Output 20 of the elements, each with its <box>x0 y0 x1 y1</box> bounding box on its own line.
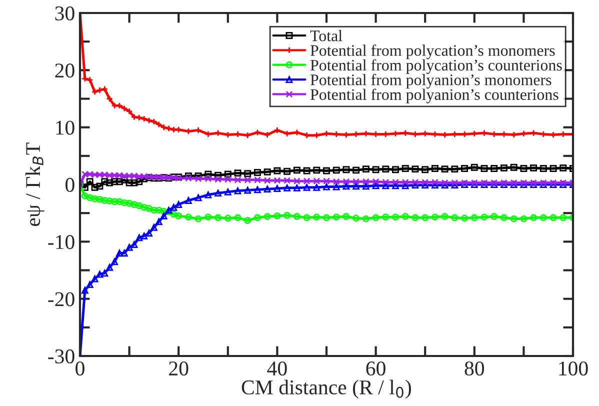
legend-label: Potential from polyanion’s monomers <box>310 74 552 89</box>
x-tick-label: 40 <box>267 361 287 376</box>
legend-label: Potential from polycation’s monomers <box>310 44 555 60</box>
x-tick-label: 20 <box>169 361 188 376</box>
y-axis-title: eψ / Γk$_{B}$T <box>25 142 44 226</box>
y-tick-label: 0 <box>66 178 74 192</box>
legend-label: Potential from polycation’s counterions <box>310 59 562 74</box>
y-tick-label: 10 <box>56 120 74 135</box>
y-tick-label: 30 <box>55 6 74 20</box>
y-tick-label: -20 <box>48 292 74 306</box>
x-tick-label: 80 <box>464 361 484 376</box>
x-tick-label: 100 <box>559 361 588 376</box>
y-tick-label: -30 <box>48 349 74 364</box>
legend-label: Potential from polyanion’s counterions <box>310 88 558 104</box>
legend-label: Total <box>310 30 342 42</box>
y-tick-label: 20 <box>55 64 74 78</box>
x-tick-label: 0 <box>76 361 84 376</box>
y-tick-label: -10 <box>48 235 74 250</box>
x-axis-title: CM distance (R / l$_{0}$) <box>242 380 411 399</box>
x-tick-label: 60 <box>366 361 386 376</box>
